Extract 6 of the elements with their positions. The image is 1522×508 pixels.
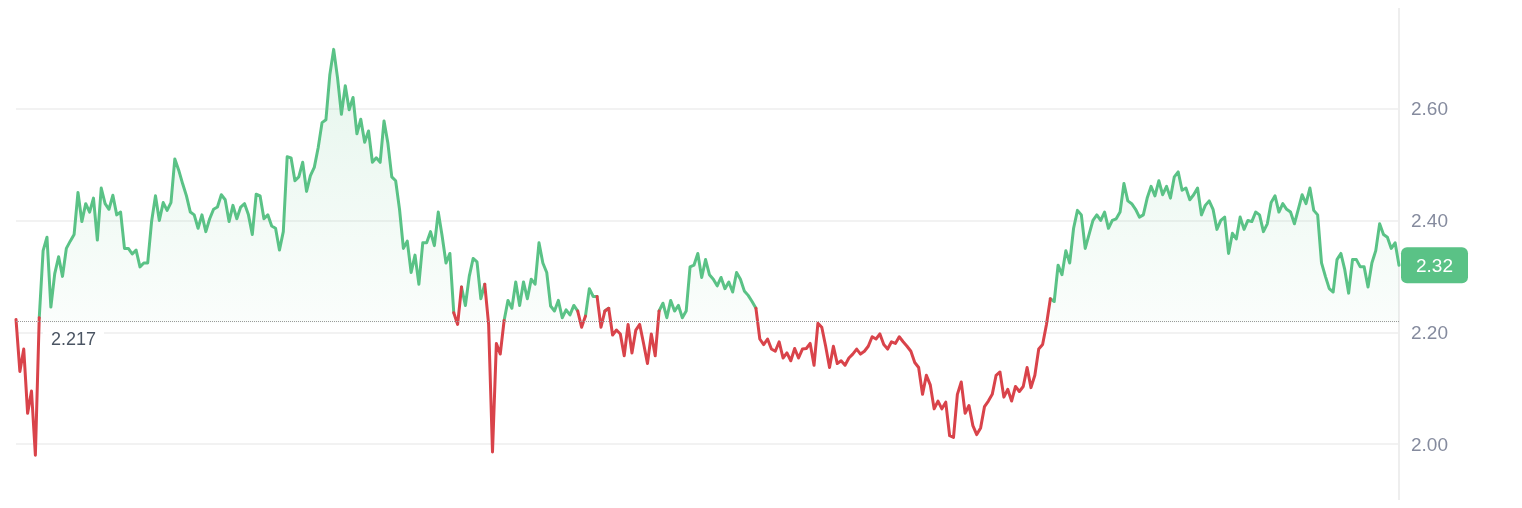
text: 2.32 [1416,254,1453,276]
y-tick-label: 2.40 [1411,209,1448,231]
y-tick-label: 2.60 [1411,98,1448,120]
y-tick-label: 2.00 [1411,433,1448,455]
ref-line-label: 2.217 [51,329,97,350]
y-tick-label: 2.20 [1411,321,1448,343]
